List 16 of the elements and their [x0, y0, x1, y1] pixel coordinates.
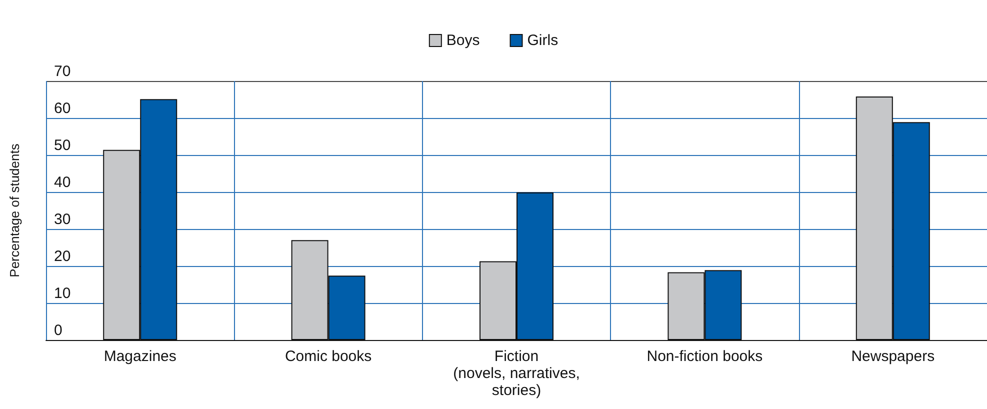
- y-tick-label: 20: [54, 248, 71, 265]
- x-tick-label: Non-fiction books: [646, 348, 763, 365]
- y-axis-title: Percentage of students: [7, 143, 22, 278]
- x-tick-label: Newspapers: [851, 348, 935, 365]
- y-tick-label: 40: [54, 174, 71, 191]
- y-tick-label: 10: [54, 285, 71, 302]
- y-tick-label: 70: [54, 63, 71, 80]
- y-tick-label: 60: [54, 100, 71, 117]
- legend-label: Boys: [446, 32, 480, 49]
- x-tick-label: Fiction (novels, narratives, stories): [453, 348, 580, 399]
- y-tick-label: 50: [54, 137, 71, 154]
- x-tick-label: Comic books: [284, 348, 372, 365]
- legend-label: Girls: [527, 32, 558, 49]
- y-tick-label: 30: [54, 211, 71, 228]
- y-tick-label: 0: [54, 322, 62, 339]
- x-tick-label: Magazines: [104, 348, 176, 365]
